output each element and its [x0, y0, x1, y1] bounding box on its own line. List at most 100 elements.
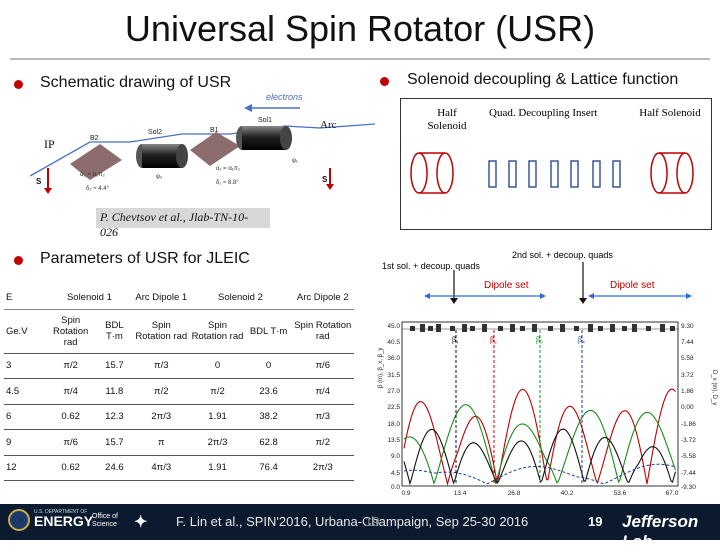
svg-text:45.0: 45.0	[387, 323, 400, 330]
energy-logo: ENERGY	[34, 513, 94, 529]
svg-text:3.72: 3.72	[681, 372, 694, 379]
doe-seal-icon	[8, 509, 30, 531]
half-solenoid-left	[436, 152, 454, 194]
bullet-icon	[14, 256, 23, 265]
double-arrow-icon	[588, 293, 594, 299]
svg-text:α₂ = α₂π₂: α₂ = α₂π₂	[80, 172, 106, 178]
table-header-cell: Spin Rotation rad	[45, 309, 96, 354]
table-header-cell: E	[4, 287, 46, 310]
table-header-cell: Spin Rotation rad	[133, 309, 190, 354]
svg-text:β₂: β₂	[490, 335, 497, 344]
half-solenoid-left-label: Half Solenoid	[427, 107, 467, 132]
second-sol-label: 2nd sol. + decoup. quads	[512, 250, 613, 260]
svg-text:22.5: 22.5	[387, 404, 400, 411]
half-solenoid-right-label: Half Solenoid	[639, 107, 701, 119]
bullet-icon	[380, 77, 389, 86]
jefferson-lab-logo: Jefferson Lab	[622, 512, 699, 551]
title-underline	[10, 58, 710, 60]
table-header-cell: Ge.V	[4, 309, 46, 354]
svg-text:0.0: 0.0	[391, 484, 400, 491]
svg-text:β₃: β₃	[536, 335, 543, 344]
table-header-cell: BDL T·m	[95, 309, 134, 354]
svg-text:13.5: 13.5	[387, 437, 400, 444]
quad-insert-label: Quad. Decoupling Insert	[489, 107, 598, 119]
sol2-label: Sol2	[148, 129, 162, 136]
svg-text:9.30: 9.30	[681, 323, 694, 330]
table-header-cell: Solenoid 1	[45, 287, 134, 310]
plot-ylabel-left: β (m), β_x, β_y	[378, 348, 384, 388]
svg-text:-5.58: -5.58	[681, 453, 696, 460]
sol1-solenoid	[280, 126, 292, 150]
lattice-element	[610, 324, 615, 332]
b1-dipole	[190, 132, 240, 166]
table-header-cell: Spin Rotation rad	[291, 309, 354, 354]
svg-text:1.86: 1.86	[681, 388, 694, 395]
svg-text:18.0: 18.0	[387, 421, 400, 428]
lattice-element	[588, 324, 593, 332]
element-strip	[402, 324, 678, 332]
lattice-diagram	[410, 152, 694, 194]
table-header-cell: Arc Dipole 2	[291, 287, 354, 310]
footer-bar	[0, 504, 720, 540]
lattice-element	[436, 324, 441, 332]
arrow-down-icon	[450, 298, 458, 304]
table-row: 3 π/2 15.7 π/3 0 0 π/6	[4, 353, 354, 379]
lattice-element	[470, 326, 475, 331]
first-sol-label: 1st sol. + decoup. quads	[382, 261, 480, 271]
lattice-element	[532, 324, 537, 332]
lattice-element	[410, 326, 415, 331]
svg-text:13.4: 13.4	[454, 490, 467, 497]
svg-text:β₁: β₁	[452, 335, 459, 344]
svg-text:0.9: 0.9	[401, 490, 410, 497]
svg-text:9.0: 9.0	[391, 453, 400, 460]
lattice-element	[462, 324, 467, 332]
usr-schematic: electrons Arc IP B2 Sol2 B1 Sol1 S S α₂ …	[30, 92, 375, 194]
plot-ylabel-right: D_x (m), D_y	[711, 370, 717, 405]
beam-line	[30, 123, 375, 177]
lattice-element	[498, 326, 503, 331]
svg-text:67.0: 67.0	[666, 490, 679, 497]
lattice-element	[660, 324, 665, 332]
lattice-element	[574, 326, 579, 331]
table-header-row: E Solenoid 1 Arc Dipole 1 Solenoid 2 Arc…	[4, 287, 354, 310]
bullet-icon	[14, 80, 23, 89]
lattice-element	[482, 324, 487, 332]
lattice-element	[510, 324, 515, 332]
svg-text:φ₁: φ₁	[292, 158, 298, 164]
svg-text:α₁ = α₁π₁: α₁ = α₁π₁	[216, 166, 240, 172]
lattice-element	[428, 326, 433, 331]
table-header-cell: BDL T·m	[245, 309, 292, 354]
electrons-label: electrons	[266, 92, 303, 102]
usr-parameters-table: E Solenoid 1 Arc Dipole 1 Solenoid 2 Arc…	[4, 287, 354, 481]
svg-text:β₄: β₄	[578, 335, 585, 344]
arc-label: Arc	[320, 119, 337, 131]
params-heading: Parameters of USR for JLEIC	[40, 250, 250, 267]
b2-dipole	[70, 144, 122, 180]
lattice-element	[646, 326, 651, 331]
spin-vector-icon	[326, 184, 334, 190]
table-row: 9 π/6 15.7 π 2π/3 62.8 π/2	[4, 429, 354, 456]
sol1-label: Sol1	[258, 117, 272, 124]
right-heading: Solenoid decoupling & Lattice function	[407, 71, 679, 88]
lattice-element	[520, 326, 525, 331]
svg-text:-7.44: -7.44	[681, 470, 696, 477]
svg-text:δ₂ ≈ 4.4°: δ₂ ≈ 4.4°	[86, 186, 110, 192]
sol2-solenoid	[176, 144, 188, 168]
jsa-logo-icon: ✦	[134, 514, 148, 531]
svg-text:-1.86: -1.86	[681, 421, 696, 428]
arrow-down-icon	[579, 298, 587, 304]
lattice-function-plot: β (m), β_x, β_y D_x (m), D_y 45.0 40.5 3…	[378, 262, 717, 497]
svg-text:-9.30: -9.30	[681, 484, 696, 491]
svg-text:31.5: 31.5	[387, 372, 400, 379]
svg-text:26.8: 26.8	[508, 490, 521, 497]
office-of-science-logo: Office of Science	[92, 513, 118, 528]
spin-vector-icon	[44, 188, 52, 194]
ip-label: IP	[44, 137, 55, 151]
table-row: 12 0.62 24.6 4π/3 1.91 76.4 2π/3	[4, 455, 354, 481]
table-header-cell: Solenoid 2	[189, 287, 292, 310]
b2-label: B2	[90, 135, 99, 142]
table-row: 4.5 π/4 11.8 π/2 π/2 23.6 π/4	[4, 378, 354, 405]
faint-page-number: 19	[365, 514, 380, 529]
dipole-set-right-label: Dipole set	[610, 280, 655, 291]
doe-label: U.S. DEPARTMENT OF	[34, 509, 88, 515]
